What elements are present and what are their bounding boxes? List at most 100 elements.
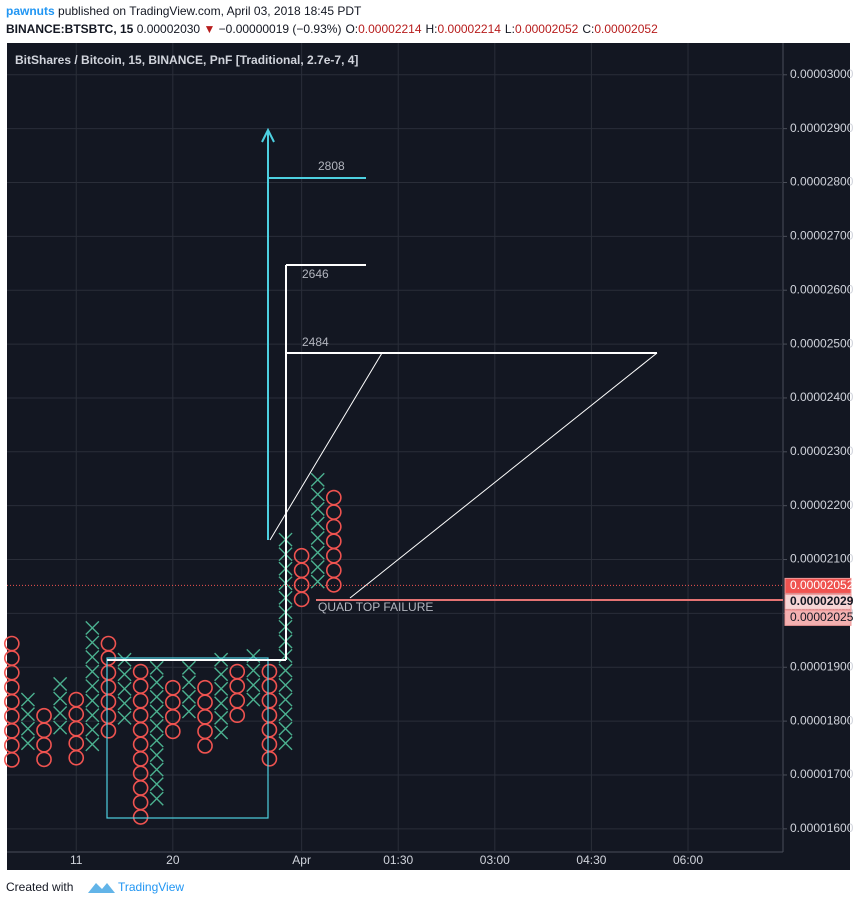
x-column [181,660,196,719]
x-tick-label: Apr [292,853,311,867]
x-column [246,648,261,707]
x-column [310,472,325,589]
x-box [117,681,132,696]
ohlc-value: 0.00002052 [594,22,658,36]
x-tick-label: 03:00 [480,853,510,867]
x-box [310,545,325,560]
x-box [246,663,261,678]
y-tick-label: 0.00001900 [790,659,854,673]
ohlc-key: H: [426,22,438,36]
x-box [53,676,68,691]
o-box [132,809,149,825]
logo[interactable] [88,883,115,893]
x-box [85,708,100,723]
x-box [149,660,164,675]
symbol-line: BINANCE:BTSBTC, 15 0.00002030 ▼ −0.00000… [6,22,658,36]
x-box [53,720,68,735]
drawings: 2808 2646 2484 QUAD TOP FAILURE [106,127,783,819]
x-box [149,762,164,777]
price-label: 0.00002029 [790,594,854,608]
x-box [85,664,100,679]
o-box [293,591,310,608]
o-box [325,577,342,593]
x-tick-label: 11 [70,853,83,867]
x-box [214,710,229,725]
ohlc-key: C: [582,22,594,36]
x-box [310,472,325,487]
x-box [278,707,293,722]
price-label-box [784,593,852,610]
x-column [53,676,68,735]
y-tick-label: 0.00002300 [790,444,854,458]
y-tick-label: 0.00002900 [790,121,854,135]
author[interactable]: pawnuts [6,4,55,18]
price-label: 0.00002052 [790,578,854,592]
brand[interactable]: TradingView [118,880,184,894]
trend-line [269,352,383,541]
x-box [310,560,325,575]
x-box [85,693,100,708]
x-box [20,736,35,751]
annotation: QUAD TOP FAILURE [318,600,433,614]
o-box [229,707,246,724]
o-box [3,752,20,768]
y-tick-label: 0.00002400 [790,390,854,404]
x-box [149,704,164,719]
o-column [3,635,20,768]
x-box [181,675,196,690]
ohlc-key: O: [345,22,358,36]
symbol: BINANCE:BTSBTC, 15 [6,22,134,36]
x-column [20,692,35,751]
x-box [149,791,164,806]
footer-text: Created with [6,880,73,894]
o-box [36,751,52,768]
x-box [149,733,164,748]
o-column [164,679,181,740]
o-column [261,663,278,767]
x-box [149,689,164,704]
chart-title: BitShares / Bitcoin, 15, BINANCE, PnF [T… [15,53,358,67]
x-box [85,722,100,737]
x-box [310,487,325,502]
y-tick-label: 0.00001600 [790,821,854,835]
y-tick-label: 0.00002700 [790,229,854,243]
o-box [164,723,181,740]
change-arrow: ▼ [203,22,215,36]
x-box [20,707,35,722]
x-box [181,660,196,675]
x-box [310,574,325,589]
x-box [181,689,196,704]
price-label: 0.00002025 [790,610,854,624]
y-tick-label: 0.00001800 [790,713,854,727]
o-column [132,663,149,825]
o-column [229,663,246,724]
y-tick-label: 0.00002500 [790,336,854,350]
published: published on TradingView.com, April 03, … [58,4,362,18]
trend-line [349,352,658,599]
ohlc-value: 0.00002214 [438,22,502,36]
x-box [214,725,229,740]
x-box [20,692,35,707]
o-box [68,749,85,766]
x-box [278,692,293,707]
x-box [149,748,164,763]
x-column [149,660,164,806]
x-box [214,667,229,682]
o-column [325,489,342,593]
annotation: 2484 [302,335,329,349]
last-price: 0.00002030 [137,22,201,36]
cyan-box [106,657,269,819]
o-box [261,750,278,767]
x-box [53,705,68,721]
ohlc-value: 0.00002052 [515,22,579,36]
x-tick-label: 20 [166,853,180,867]
x-box [149,777,164,792]
price-label-box [784,577,852,594]
ohlc-value: 0.00002214 [358,22,422,36]
x-column [214,652,229,740]
arrow-head [261,127,275,143]
change: −0.00000019 (−0.93%) [219,22,342,36]
x-box [310,501,325,516]
x-box [246,677,261,693]
